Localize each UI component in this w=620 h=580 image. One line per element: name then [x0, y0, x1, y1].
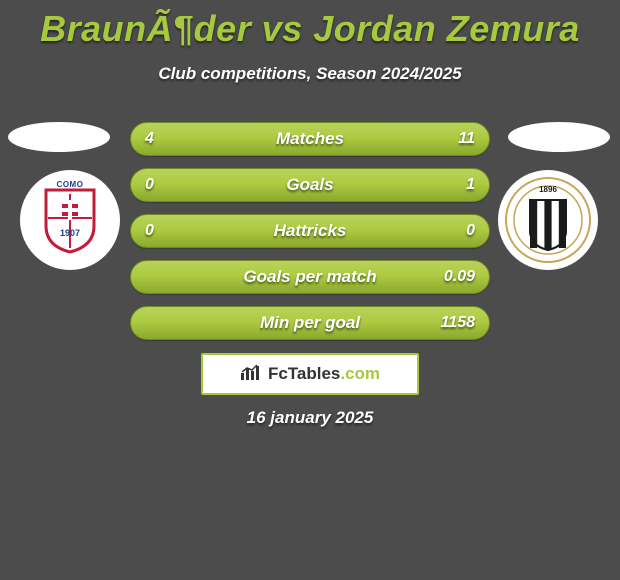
- stat-label: Min per goal: [131, 307, 489, 339]
- stat-row-min-per-goal: Min per goal 1158: [130, 306, 490, 340]
- stat-right-value: 11: [458, 123, 475, 155]
- stats-container: 4 Matches 11 0 Goals 1 0 Hattricks 0 Goa…: [130, 122, 490, 352]
- brand-box: FcTables.com: [201, 353, 419, 395]
- stat-row-hattricks: 0 Hattricks 0: [130, 214, 490, 248]
- como-year: 1907: [60, 228, 80, 238]
- stat-right-value: 1: [466, 169, 475, 201]
- stat-label: Goals: [131, 169, 489, 201]
- stat-row-matches: 4 Matches 11: [130, 122, 490, 156]
- stat-right-value: 1158: [441, 307, 475, 339]
- como-crest-icon: 1907: [42, 186, 98, 254]
- page-title: BraunÃ¶der vs Jordan Zemura: [0, 0, 620, 50]
- club-badge-right: 1896: [498, 170, 598, 270]
- udinese-year: 1896: [539, 185, 557, 194]
- brand-name-suffix: .com: [340, 364, 380, 383]
- stat-row-goals: 0 Goals 1: [130, 168, 490, 202]
- brand-name-main: FcTables: [268, 364, 340, 383]
- stat-row-goals-per-match: Goals per match 0.09: [130, 260, 490, 294]
- stat-right-value: 0: [466, 215, 475, 247]
- club-badge-left: COMO 1907: [20, 170, 120, 270]
- stat-label: Hattricks: [131, 215, 489, 247]
- page-subtitle: Club competitions, Season 2024/2025: [0, 64, 620, 84]
- brand-chart-icon: [240, 363, 262, 386]
- date-text: 16 january 2025: [0, 408, 620, 428]
- player-right-name-pill: [508, 122, 610, 152]
- stat-label: Goals per match: [131, 261, 489, 293]
- stat-label: Matches: [131, 123, 489, 155]
- player-left-name-pill: [8, 122, 110, 152]
- brand-text: FcTables.com: [268, 364, 380, 384]
- stat-right-value: 0.09: [444, 261, 475, 293]
- udinese-crest-icon: 1896: [504, 176, 592, 264]
